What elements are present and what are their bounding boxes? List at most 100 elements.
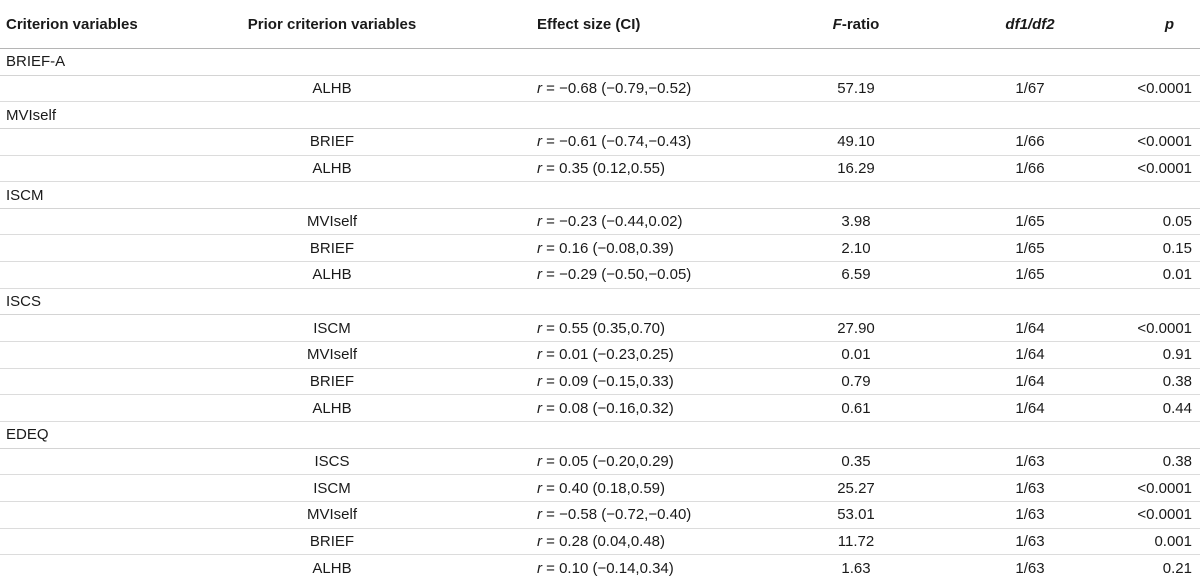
effect-size-value: = 0.35 (0.12,0.55) (542, 159, 666, 177)
df-value: 1/63 (1015, 506, 1045, 524)
df-value: 1/64 (1015, 399, 1045, 417)
prior-criterion-variable: ALHB (312, 399, 352, 417)
prior-criterion-variable: ISCS (314, 452, 350, 470)
effect-size-cell: r = 0.28 (0.04,0.48) (461, 533, 751, 550)
table-header-row: Criterion variables Prior criterion vari… (0, 0, 1200, 49)
table-row: ISCM r = 0.55 (0.35,0.70) 27.90 1/64 <0.0001 (0, 315, 1200, 343)
effect-size-cell: r = 0.01 (−0.23,0.25) (461, 346, 751, 363)
effect-size-cell: r = 0.05 (−0.20,0.29) (461, 453, 751, 470)
header-p: p (1164, 15, 1174, 33)
criterion-variable-name: ISCS (6, 293, 42, 311)
f-ratio-value: 2.10 (841, 239, 871, 257)
effect-size-value: = 0.55 (0.35,0.70) (542, 319, 666, 337)
criterion-variable-name: BRIEF-A (6, 53, 66, 71)
f-ratio-value: 0.79 (841, 373, 871, 390)
p-value: 0.21 (1162, 559, 1192, 577)
group-row: MVIself (0, 102, 1200, 129)
p-value: 0.38 (1162, 452, 1192, 470)
f-ratio-value: 49.10 (837, 133, 875, 151)
table-row: ALHB r = 0.10 (−0.14,0.34) 1.63 1/63 0.21 (0, 555, 1200, 582)
df-value: 1/64 (1015, 373, 1045, 390)
table-row: BRIEF r = 0.16 (−0.08,0.39) 2.10 1/65 0.15 (0, 235, 1200, 263)
prior-criterion-variable: ALHB (312, 559, 352, 577)
table-row: BRIEF r = −0.61 (−0.74,−0.43) 49.10 1/66 <0.… (0, 128, 1200, 156)
effect-size-cell: r = −0.68 (−0.79,−0.52) (461, 80, 751, 97)
effect-r-symbol: r (537, 506, 542, 524)
p-value: <0.0001 (1137, 159, 1192, 177)
prior-criterion-variable: BRIEF (309, 373, 355, 390)
prior-criterion-variable: MVIself (306, 506, 357, 524)
p-value: 0.38 (1162, 373, 1192, 390)
f-ratio-value: 6.59 (841, 266, 871, 284)
effect-size-value: = 0.10 (−0.14,0.34) (542, 559, 674, 577)
table-row: MVIself r = 0.01 (−0.23,0.25) 0.01 1/64 0.91 (0, 342, 1200, 369)
p-value: 0.44 (1162, 399, 1192, 417)
df-value: 1/65 (1015, 213, 1045, 231)
header-f-ratio: F-ratio (751, 16, 931, 33)
effect-r-symbol: r (537, 319, 542, 337)
effect-size-value: = 0.01 (−0.23,0.25) (542, 346, 674, 364)
table-row: ALHB r = 0.35 (0.12,0.55) 16.29 1/66 <0.0001 (0, 155, 1200, 183)
df-value: 1/67 (1015, 79, 1045, 97)
p-value: <0.0001 (1137, 79, 1192, 97)
effect-size-cell: r = 0.16 (−0.08,0.39) (461, 240, 751, 257)
p-value: 0.001 (1154, 532, 1192, 550)
criterion-variable-name: ISCM (6, 186, 44, 204)
criterion-variable-name: EDEQ (6, 426, 49, 444)
prior-criterion-variable: MVIself (306, 346, 357, 364)
f-ratio-value: 27.90 (837, 319, 875, 337)
header-df: df1/df2 (1005, 15, 1055, 33)
prior-criterion-variable: ISCM (313, 319, 351, 337)
df-value: 1/65 (1015, 239, 1045, 257)
prior-criterion-variable: BRIEF (309, 532, 355, 550)
effect-size-value: = −0.58 (−0.72,−0.40) (542, 506, 692, 524)
table-row: ALHB r = 0.08 (−0.16,0.32) 0.61 1/64 0.44 (0, 395, 1200, 422)
effect-size-cell: r = −0.23 (−0.44,0.02) (461, 213, 751, 230)
prior-criterion-variable: ALHB (312, 79, 352, 97)
p-value: <0.0001 (1137, 506, 1192, 524)
effect-r-symbol: r (537, 266, 542, 284)
effect-r-symbol: r (537, 159, 542, 177)
f-ratio-value: 0.35 (841, 452, 871, 470)
p-value: <0.0001 (1137, 479, 1192, 497)
effect-r-symbol: r (537, 452, 542, 470)
effect-size-value: = −0.29 (−0.50,−0.05) (542, 266, 692, 284)
effect-r-symbol: r (537, 79, 542, 97)
prior-criterion-variable: ALHB (312, 159, 352, 177)
group-row: ISCS (0, 288, 1200, 316)
df-value: 1/66 (1015, 133, 1045, 151)
prior-criterion-variable: ISCM (313, 479, 351, 497)
prior-criterion-variable: MVIself (306, 213, 357, 231)
effect-size-cell: r = 0.55 (0.35,0.70) (461, 320, 751, 337)
f-ratio-value: 3.98 (841, 213, 871, 231)
p-value: <0.0001 (1137, 319, 1192, 337)
table-row: BRIEF r = 0.09 (−0.15,0.33) 0.79 1/64 0.38 (0, 368, 1200, 396)
table-row: ALHB r = −0.29 (−0.50,−0.05) 6.59 1/65 0.01 (0, 262, 1200, 289)
f-ratio-value: 16.29 (837, 159, 875, 177)
prior-criterion-variable: BRIEF (309, 239, 355, 257)
effect-size-value: = −0.23 (−0.44,0.02) (542, 213, 683, 231)
df-value: 1/64 (1015, 319, 1045, 337)
effect-size-cell: r = −0.58 (−0.72,−0.40) (461, 506, 751, 523)
prior-criterion-variable: BRIEF (309, 133, 355, 151)
effect-r-symbol: r (537, 559, 542, 577)
p-value: 0.01 (1162, 266, 1192, 284)
prior-criterion-variable: ALHB (312, 266, 352, 284)
effect-size-value: = 0.09 (−0.15,0.33) (542, 373, 674, 390)
header-effect-size: Effect size (CI) (537, 15, 641, 33)
effect-size-value: = 0.28 (0.04,0.48) (542, 532, 666, 550)
df-value: 1/64 (1015, 346, 1045, 364)
df-value: 1/63 (1015, 559, 1045, 577)
table-row: ISCS r = 0.05 (−0.20,0.29) 0.35 1/63 0.38 (0, 448, 1200, 476)
effect-size-value: = 0.08 (−0.16,0.32) (542, 399, 674, 417)
effect-r-symbol: r (537, 532, 542, 550)
effect-size-cell: r = 0.08 (−0.16,0.32) (461, 400, 751, 417)
table-row: MVIself r = −0.23 (−0.44,0.02) 3.98 1/65 0.0… (0, 208, 1200, 236)
p-value: 0.05 (1162, 213, 1192, 231)
table-row: ISCM r = 0.40 (0.18,0.59) 25.27 1/63 <0.0001 (0, 475, 1200, 502)
df-value: 1/65 (1015, 266, 1045, 284)
effect-size-cell: r = 0.10 (−0.14,0.34) (461, 560, 751, 577)
group-row: EDEQ (0, 421, 1200, 449)
p-value: 0.91 (1162, 346, 1192, 364)
